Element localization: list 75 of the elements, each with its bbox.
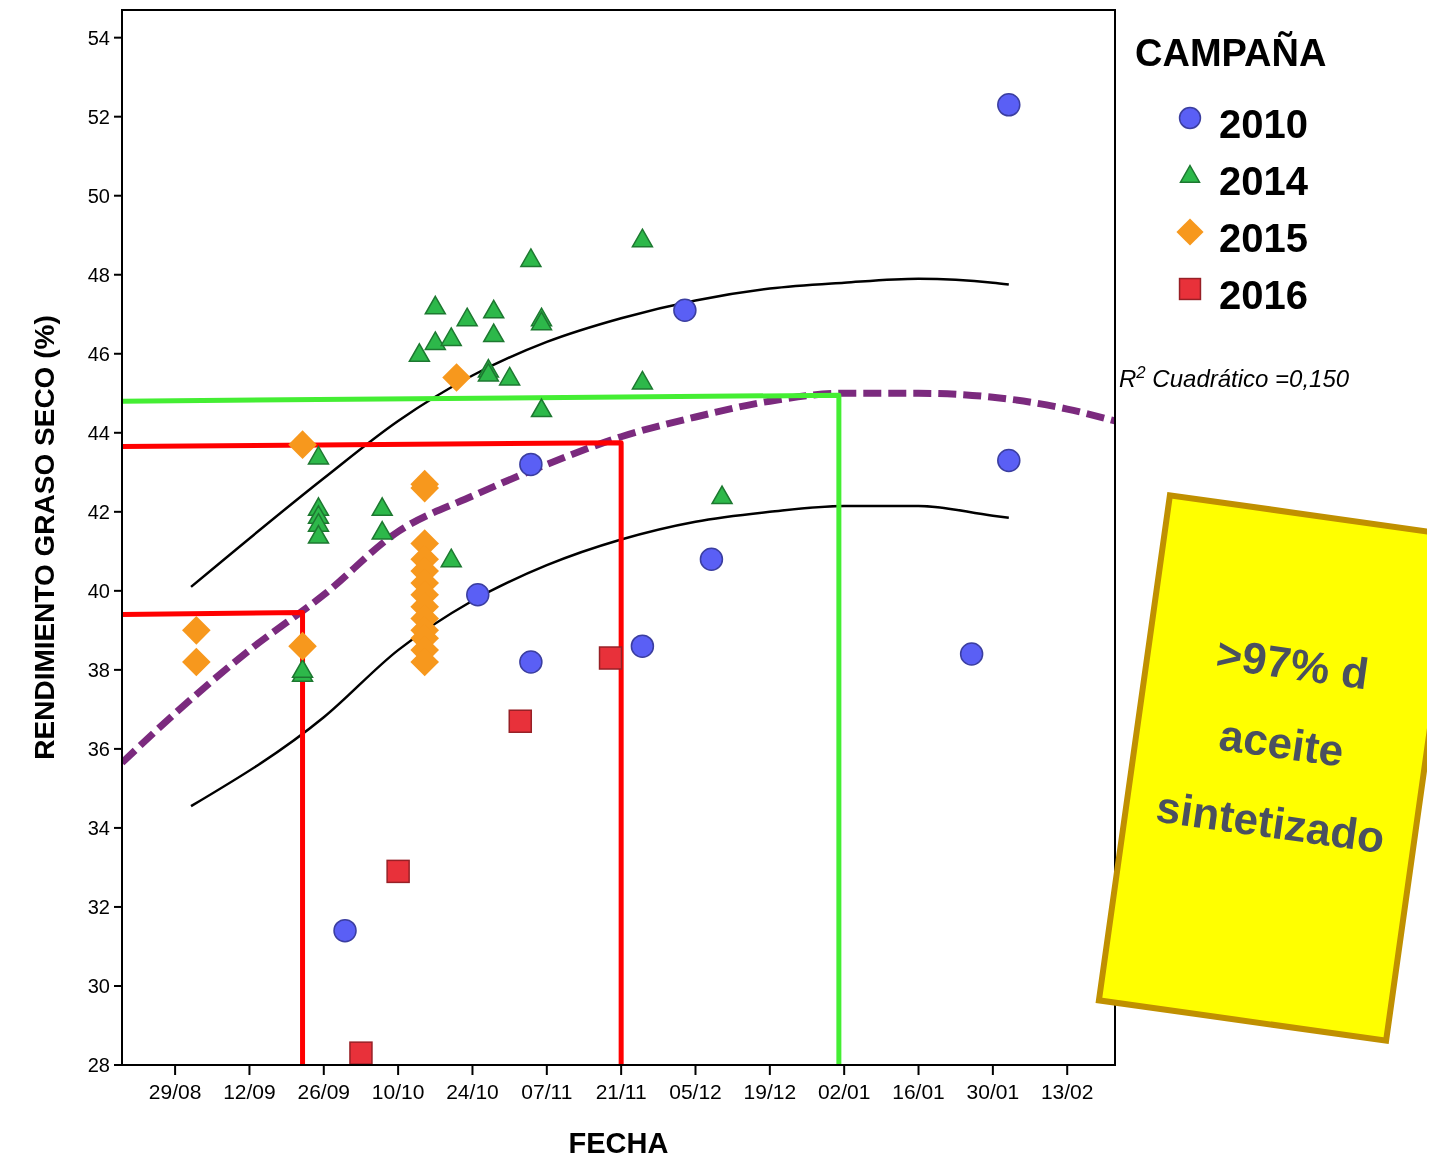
point (498, 366, 521, 386)
y-tick-label: 38 (87, 658, 110, 681)
x-tick-label: 26/09 (297, 1080, 351, 1103)
point (440, 327, 462, 347)
x-tick-label: 12/09 (223, 1080, 276, 1103)
legend-title: CAMPAÑA (1135, 31, 1327, 74)
x-tick-label: 21/11 (595, 1080, 647, 1103)
point (530, 398, 553, 418)
point (386, 859, 410, 884)
legend-label: 2015 (1219, 216, 1308, 260)
point (466, 583, 490, 607)
point (371, 497, 393, 517)
y-tick-label: 48 (87, 263, 110, 286)
point (699, 547, 724, 571)
y-tick-label: 28 (87, 1054, 110, 1076)
point (482, 323, 505, 343)
point (349, 1041, 373, 1065)
point (424, 295, 447, 315)
text: R$^{2}$ Cuadrático =0,150 (1119, 362, 1350, 392)
x-tick-label: 29/08 (148, 1080, 202, 1103)
point (997, 93, 1021, 117)
point (519, 650, 543, 674)
x-tick-label: 10/10 (371, 1080, 425, 1103)
line-series (189, 504, 1011, 808)
x-tick-label: 24/10 (446, 1080, 499, 1103)
point (598, 646, 623, 670)
point (442, 363, 471, 392)
x-tick-label: 07/11 (521, 1080, 573, 1103)
point (333, 918, 357, 943)
x-tick-label: 19/12 (743, 1080, 797, 1103)
line-series (189, 277, 1011, 589)
point (520, 248, 542, 268)
callout-box: >97% d aceite sintetizado (1095, 491, 1427, 1045)
point (182, 616, 211, 645)
point (424, 331, 447, 351)
x-tick-label: 30/01 (966, 1080, 1020, 1103)
x-axis-title: FECHA (568, 1127, 669, 1159)
y-tick-label: 46 (87, 342, 110, 365)
point (673, 298, 697, 323)
point (371, 520, 393, 540)
point (440, 548, 462, 568)
point (182, 647, 211, 677)
point (408, 343, 431, 363)
point (959, 642, 984, 666)
y-tick-label: 50 (87, 184, 110, 207)
point (482, 299, 505, 319)
y-tick-label: 40 (87, 579, 110, 602)
x-tick-label: 13/02 (1040, 1080, 1094, 1103)
y-tick-label: 32 (87, 895, 110, 918)
legend-label: 2014 (1219, 159, 1309, 203)
y-tick-label: 52 (87, 105, 110, 128)
y-tick-label: 42 (87, 500, 110, 523)
x-tick-label: 16/01 (892, 1080, 945, 1103)
point (307, 445, 330, 465)
y-tick-label: 54 (87, 26, 110, 49)
point (631, 370, 654, 390)
y-tick-label: 36 (87, 737, 110, 760)
x-tick-label: 02/01 (817, 1080, 871, 1103)
point (307, 524, 330, 544)
y-tick-label: 30 (87, 974, 110, 997)
y-tick-label: 44 (87, 421, 110, 444)
y-axis-title: RENDIMIENTO GRASO SECO (%) (29, 315, 60, 760)
point (631, 228, 654, 248)
point (288, 631, 317, 661)
legend-label: 2010 (1219, 102, 1308, 146)
point (519, 452, 543, 477)
x-tick-label: 05/12 (669, 1080, 722, 1103)
point (997, 448, 1021, 473)
point (508, 709, 533, 733)
point (456, 307, 478, 327)
legend-label: 2016 (1219, 273, 1308, 317)
point (630, 634, 655, 658)
point (288, 430, 317, 459)
y-tick-label: 34 (87, 816, 110, 839)
point (711, 485, 733, 505)
